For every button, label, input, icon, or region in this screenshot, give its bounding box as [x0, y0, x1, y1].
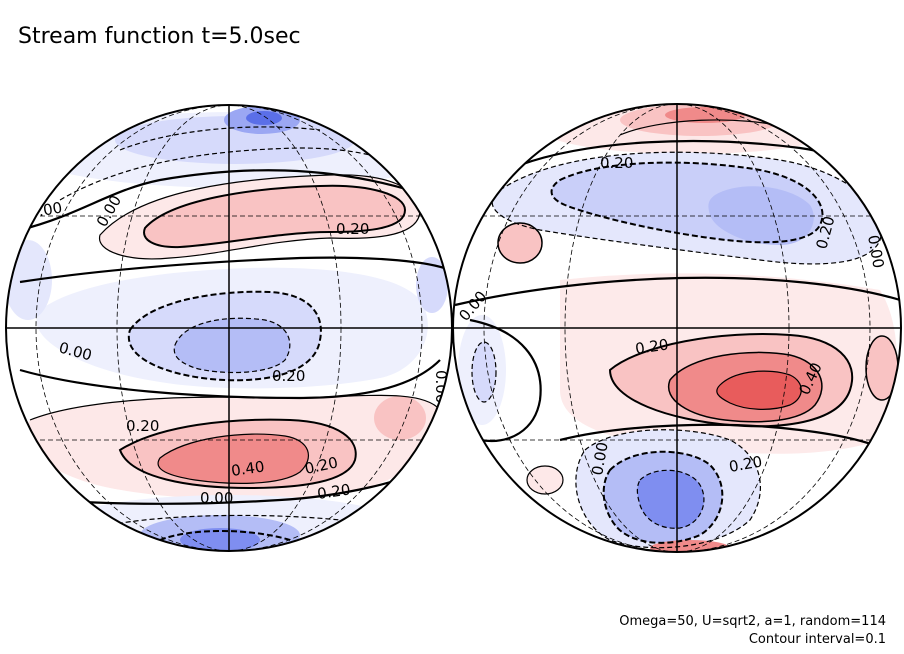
contour-neg-north-outer: [491, 151, 883, 265]
contour-label: 0.20: [336, 220, 369, 238]
contour-label: 0.20: [728, 452, 764, 476]
neg-west-2: [472, 342, 496, 402]
neg-core-north-2: [246, 111, 282, 125]
contour-pos-inner: [716, 370, 802, 410]
contour-neg-equator-inner: [173, 317, 291, 374]
pos-east-south: [374, 396, 426, 440]
contour-label: 0.20: [272, 367, 305, 385]
neg-core-south: [180, 528, 260, 551]
contour-neg-north: [550, 161, 824, 244]
meridian-east: [116, 105, 342, 551]
left-globe-fill: [6, 106, 452, 551]
contour-neg-far-south: [109, 514, 341, 526]
meridian-east-2: [483, 104, 871, 552]
meridian-east: [564, 104, 790, 552]
pos-pole-south: [650, 540, 730, 552]
pos-core-south: [158, 434, 309, 484]
meridian-east-2: [35, 105, 423, 551]
contour-label: 0.00: [200, 489, 233, 507]
contour-zero-mid: [19, 256, 451, 284]
right-globe-fill: [458, 104, 898, 552]
pos-west: [498, 223, 542, 263]
contour-pos-core: [667, 351, 823, 423]
contour-label: 0.00: [588, 441, 612, 477]
contour-neg-core-south: [636, 469, 705, 529]
contour-neg-south: [602, 450, 724, 544]
neg-core-north: [708, 186, 814, 245]
contour-zero-mid: [454, 276, 901, 307]
contour-neg-equator: [127, 290, 322, 382]
contour-pos-core-band: [608, 333, 854, 428]
contour-pos-south: [118, 418, 357, 490]
contour-label: 0.00: [864, 234, 888, 270]
contour-neg-south-outer: [575, 429, 761, 549]
neg-core-south: [637, 470, 704, 529]
contour-zero-west: [469, 318, 542, 443]
contour-zero-north: [19, 169, 441, 232]
right-globe: 0.20 0.20 0.00 0.00 0.20 0.40 0.00 0.20: [453, 104, 901, 552]
right-globe-graticule: [453, 104, 901, 552]
contour-label: 0.20: [126, 417, 159, 435]
contour-pos-north-outer: [99, 174, 421, 260]
footer-contour-interval: Contour interval=0.1: [748, 632, 886, 647]
left-globe: 0.00 0.00 0.20 0.00 0.20 0.00 0.20 0.40 …: [6, 105, 452, 551]
pos-east: [866, 336, 898, 400]
neg-core-equator: [174, 318, 290, 373]
pos-core-2: [716, 371, 802, 410]
left-globe-graticule: [6, 105, 452, 551]
contour-neg-pole-south: [159, 530, 291, 541]
pos-southwest: [527, 466, 563, 494]
footer-parameters: Omega=50, U=sqrt2, a=1, random=114: [619, 614, 886, 629]
contour-neg-north: [59, 147, 431, 201]
contour-label: 0.20: [634, 335, 670, 357]
contour-neg-west: [471, 341, 497, 403]
contour-neg-north-2: [119, 126, 321, 151]
contour-pos-north: [143, 184, 407, 249]
neg-east-edge: [416, 257, 448, 313]
contour-label: 0.20: [316, 480, 352, 502]
contour-label: 0.40: [230, 457, 266, 479]
contour-pos-south-outer: [29, 394, 441, 421]
contour-pos-southwest: [526, 465, 564, 495]
contour-pos-west: [497, 222, 543, 264]
contour-label: 0.20: [600, 154, 633, 172]
chart-title: Stream function t=5.0sec: [18, 24, 301, 49]
right-globe-outline: [452, 103, 902, 553]
